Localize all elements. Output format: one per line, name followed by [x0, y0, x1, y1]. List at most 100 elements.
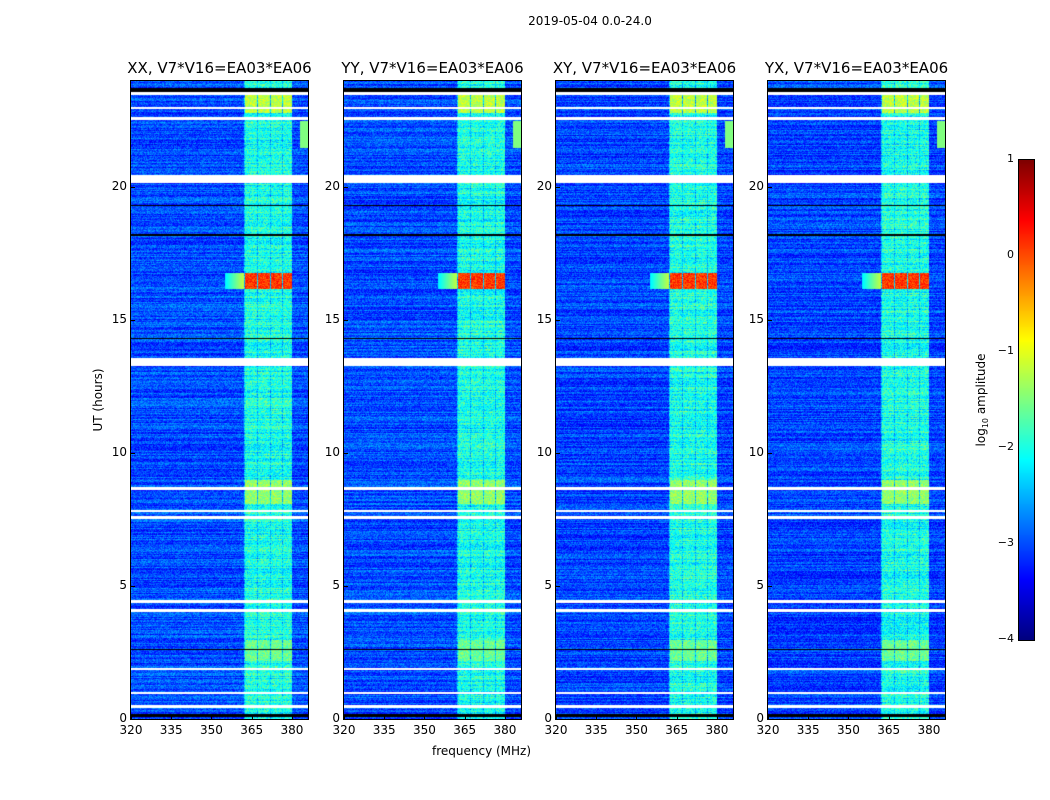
y-tick-mark: [768, 187, 772, 189]
colorbar-label-rest: amplitude: [973, 353, 988, 418]
y-tick-mark: [131, 719, 135, 720]
x-tick-label: 320: [756, 723, 780, 737]
y-tick-label: 0: [332, 711, 340, 725]
y-tick-label: 10: [324, 445, 340, 460]
heatmap-xx: [131, 81, 308, 719]
x-tick-label: 350: [625, 723, 648, 737]
x-tick-mark: [291, 715, 293, 719]
x-tick-mark: [424, 715, 426, 719]
x-tick-mark: [716, 715, 718, 719]
panel-title: YX, V7*V16=EA03*EA06: [764, 59, 949, 77]
y-tick-label: 20: [536, 179, 552, 194]
x-tick-mark: [464, 715, 466, 719]
x-tick-label: 335: [584, 723, 608, 737]
heatmap-yy: [344, 81, 521, 719]
y-tick-mark: [344, 320, 348, 322]
y-tick-mark: [131, 320, 135, 322]
x-tick-mark: [848, 715, 850, 719]
x-tick-mark: [888, 715, 890, 719]
x-tick-label: 380: [917, 723, 941, 737]
x-tick-label: 365: [453, 723, 477, 737]
x-tick-mark: [171, 715, 173, 719]
x-tick-mark: [504, 715, 506, 719]
x-tick-label: 335: [159, 723, 183, 737]
y-tick-mark: [556, 320, 560, 322]
x-tick-label: 365: [877, 723, 901, 737]
x-tick-mark: [556, 715, 557, 719]
panel-title: XY, V7*V16=EA03*EA06: [552, 59, 737, 77]
x-tick-mark: [928, 715, 930, 719]
x-tick-label: 350: [413, 723, 436, 737]
heatmap-xy: [556, 81, 733, 719]
y-tick-label: 0: [756, 711, 764, 725]
x-tick-label: 335: [796, 723, 820, 737]
y-tick-mark: [131, 453, 135, 455]
colorbar-tick-label: −1: [997, 344, 1014, 357]
y-tick-mark: [768, 719, 772, 720]
y-tick-mark: [768, 320, 772, 322]
y-tick-label: 20: [111, 179, 127, 194]
x-tick-mark: [808, 715, 810, 719]
y-tick-label: 15: [111, 312, 127, 327]
x-tick-mark: [211, 715, 213, 719]
x-tick-mark: [384, 715, 386, 719]
x-tick-label: 320: [544, 723, 568, 737]
colorbar-tick-label: −3: [997, 536, 1014, 549]
x-tick-label: 350: [200, 723, 223, 737]
x-tick-label: 380: [280, 723, 304, 737]
y-tick-label: 5: [119, 578, 127, 593]
x-tick-mark: [251, 715, 253, 719]
x-tick-mark: [676, 715, 678, 719]
y-tick-label: 20: [748, 179, 764, 194]
y-axis-label: UT (hours): [91, 368, 105, 432]
colorbar-tick-label: −4: [997, 632, 1014, 645]
x-tick-mark: [768, 715, 769, 719]
x-tick-mark: [344, 715, 345, 719]
heatmap-yx: [768, 81, 945, 719]
x-tick-mark: [636, 715, 638, 719]
x-tick-label: 365: [665, 723, 689, 737]
x-tick-label: 365: [240, 723, 264, 737]
colorbar-label: log10 amplitude: [974, 354, 990, 447]
panel-title: YY, V7*V16=EA03*EA06: [341, 59, 524, 77]
y-tick-label: 5: [332, 578, 340, 593]
x-tick-label: 320: [332, 723, 356, 737]
y-tick-mark: [344, 453, 348, 455]
y-tick-label: 0: [119, 711, 127, 725]
y-tick-label: 10: [111, 445, 127, 460]
x-axis-label: frequency (MHz): [432, 744, 532, 758]
x-tick-label: 380: [705, 723, 729, 737]
y-tick-mark: [556, 453, 560, 455]
y-tick-label: 10: [536, 445, 552, 460]
colorbar-tick-label: 1: [1007, 152, 1014, 165]
colorbar: [1019, 160, 1034, 640]
colorbar-tick-label: 0: [1007, 248, 1014, 261]
y-tick-label: 20: [324, 179, 340, 194]
y-tick-label: 15: [748, 312, 764, 327]
suptitle: 2019-05-04 0.0-24.0: [528, 14, 652, 28]
y-tick-mark: [556, 187, 560, 189]
x-tick-mark: [596, 715, 598, 719]
y-tick-mark: [344, 187, 348, 189]
colorbar-label-sub: 10: [981, 417, 991, 429]
y-tick-label: 10: [748, 445, 764, 460]
y-tick-mark: [768, 586, 772, 588]
x-tick-mark: [131, 715, 132, 719]
y-tick-mark: [768, 453, 772, 455]
y-tick-label: 15: [324, 312, 340, 327]
y-tick-label: 5: [544, 578, 552, 593]
panel-title: XX, V7*V16=EA03*EA06: [127, 59, 312, 77]
y-tick-label: 0: [544, 711, 552, 725]
y-tick-mark: [344, 719, 348, 720]
y-tick-label: 15: [536, 312, 552, 327]
x-tick-label: 335: [372, 723, 396, 737]
y-tick-mark: [556, 719, 560, 720]
y-tick-label: 5: [756, 578, 764, 593]
y-tick-mark: [344, 586, 348, 588]
y-tick-mark: [131, 586, 135, 588]
y-tick-mark: [131, 187, 135, 189]
x-tick-label: 380: [493, 723, 517, 737]
y-tick-mark: [556, 586, 560, 588]
colorbar-label-main: log: [973, 428, 988, 447]
